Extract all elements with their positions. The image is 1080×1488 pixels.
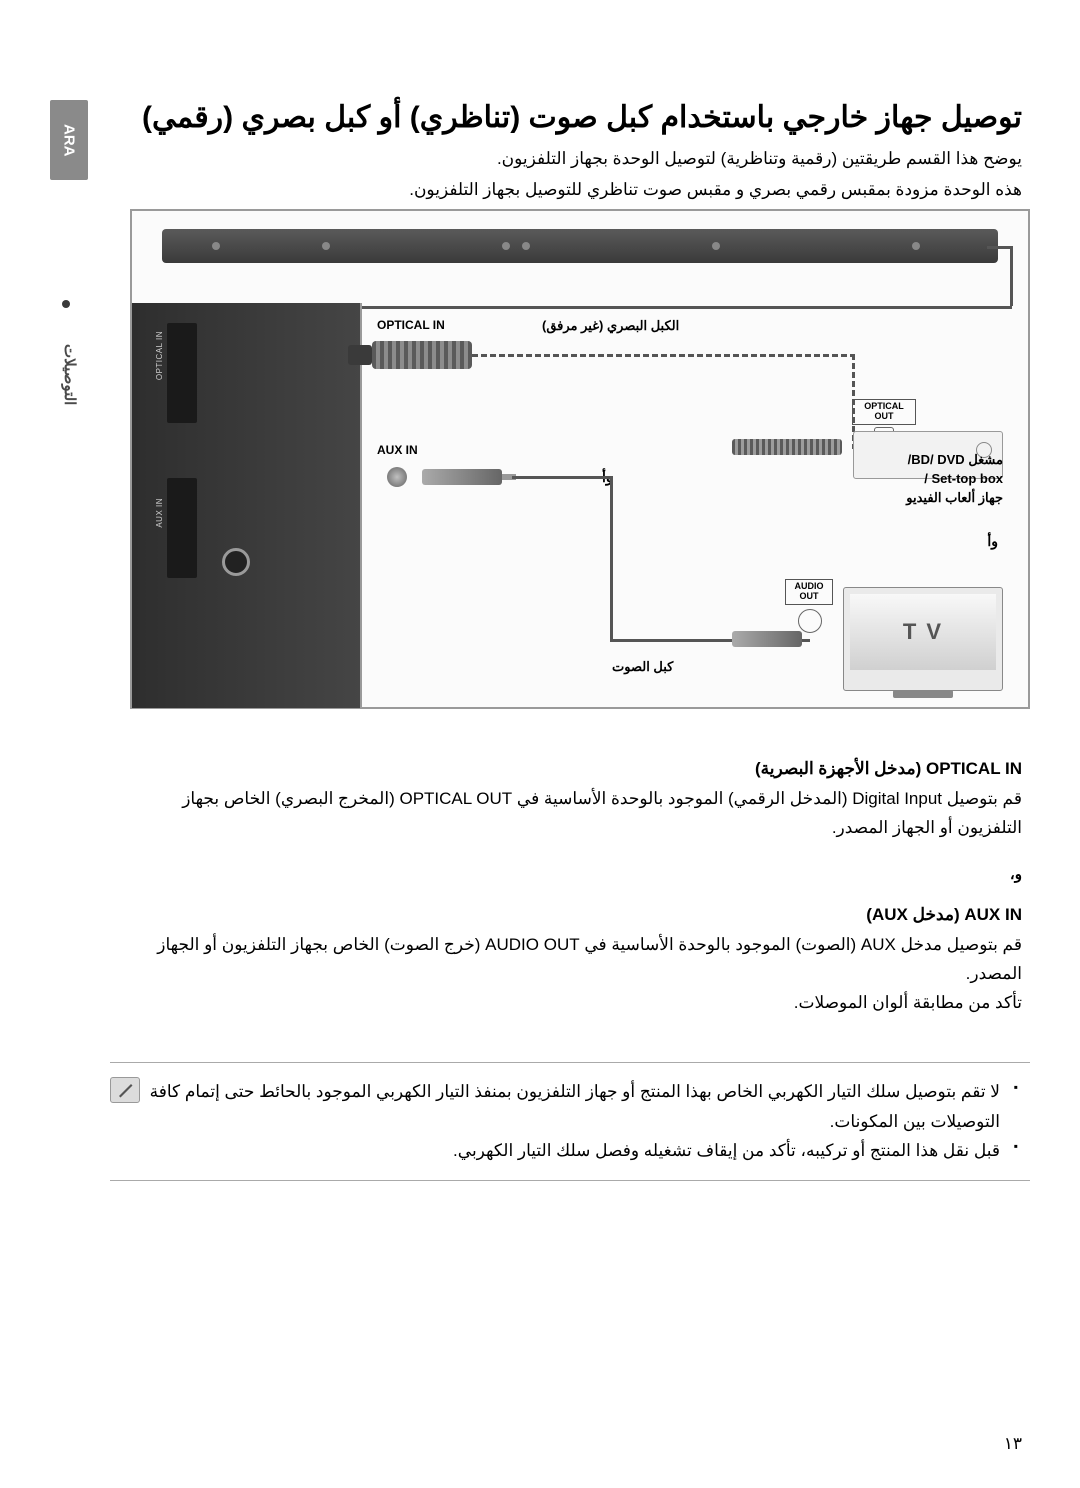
cable-audio — [512, 476, 612, 479]
aux-in-section: AUX IN (مدخل AUX) قم بتوصيل مدخل AUX (ال… — [110, 905, 1030, 1018]
side-section-label: التوصيلات — [50, 305, 88, 445]
optical-connector-graphic — [372, 341, 472, 369]
optical-in-label: OPTICAL IN — [377, 318, 445, 332]
audio-plug-right — [732, 631, 802, 647]
stb-caption: مشغل BD/ DVD/ / Set-top box جهاز ألعاب ا… — [906, 451, 1003, 508]
stb-line1: مشغل BD/ DVD/ — [906, 451, 1003, 470]
cable-optical — [472, 354, 852, 357]
aux-in-label: AUX IN — [377, 443, 418, 457]
tv-screen-label: T V — [850, 594, 996, 670]
stb-line3: جهاز ألعاب الفيديو — [906, 489, 1003, 508]
intro-line-1: يوضح هذا القسم طريقتين (رقمية وتناظرية) … — [110, 145, 1030, 172]
optical-out-box: OPTICAL OUT — [852, 399, 916, 425]
cable-segment — [1010, 246, 1013, 306]
notes-box: لا تقم بتوصيل سلك التيار الكهربي الخاص ب… — [110, 1062, 1030, 1181]
optical-port-label: OPTICAL IN — [155, 331, 164, 380]
audio-out-port — [798, 609, 822, 633]
main-unit-graphic: OPTICAL IN AUX IN — [132, 303, 362, 708]
aux-jack — [222, 548, 250, 576]
audio-cable-label: كبل الصوت — [612, 659, 673, 675]
aux-connector-graphic — [387, 467, 407, 487]
page-number: ١٣ — [1004, 1434, 1022, 1454]
page: ARA التوصيلات توصيل جهاز خارجي باستخدام … — [110, 100, 1030, 1428]
aux-port-label: AUX IN — [155, 498, 164, 528]
connection-diagram: OPTICAL IN AUX IN OPTICAL IN الكبل البصر… — [130, 209, 1030, 709]
cable-segment — [987, 246, 1012, 249]
optical-plug-right — [732, 439, 842, 455]
optical-in-heading: OPTICAL IN (مدخل الأجهزة البصرية) — [118, 759, 1022, 779]
optical-port — [167, 323, 197, 423]
optical-in-body: قم بتوصيل Digital Input (المدخل الرقمي) … — [118, 785, 1022, 843]
audio-out-box: AUDIO OUT — [785, 579, 833, 605]
stb-line2: / Set-top box — [906, 470, 1003, 489]
aux-in-body-2: تأكد من مطابقة ألوان الموصلات. — [118, 989, 1022, 1018]
or-label-2: وأ — [987, 533, 998, 550]
optical-in-section: OPTICAL IN (مدخل الأجهزة البصرية) قم بتو… — [110, 759, 1030, 843]
or-separator: و، — [110, 865, 1022, 883]
cable-audio — [610, 476, 613, 641]
aux-in-heading: AUX IN (مدخل AUX) — [118, 905, 1022, 925]
tv-graphic: T V — [843, 587, 1003, 691]
note-item-2: قبل نقل هذا المنتج أو تركيبه، تأكد من إي… — [118, 1136, 1018, 1166]
aux-port — [167, 478, 197, 578]
note-item-1: لا تقم بتوصيل سلك التيار الكهربي الخاص ب… — [118, 1077, 1018, 1137]
aux-plug-left — [422, 469, 502, 485]
optical-cable-note: الكبل البصري (غير مرفق) — [542, 318, 679, 334]
language-tab: ARA — [50, 100, 88, 180]
tv-stand — [893, 690, 953, 698]
page-title: توصيل جهاز خارجي باستخدام كبل صوت (تناظر… — [110, 100, 1030, 135]
intro-line-2: هذه الوحدة مزودة بمقبس رقمي بصري و مقبس … — [110, 176, 1030, 203]
soundbar-graphic — [162, 229, 998, 263]
aux-in-body-1: قم بتوصيل مدخل AUX (الصوت) الموجود بالوح… — [118, 931, 1022, 989]
